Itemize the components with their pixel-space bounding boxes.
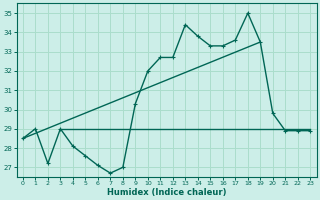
X-axis label: Humidex (Indice chaleur): Humidex (Indice chaleur) xyxy=(107,188,226,197)
